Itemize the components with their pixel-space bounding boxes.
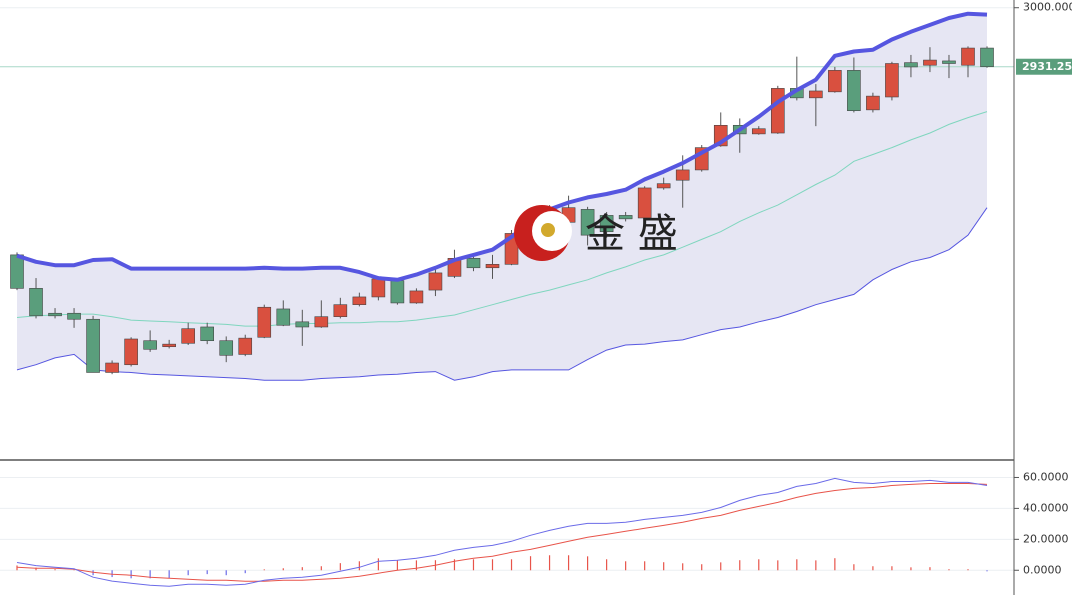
- candle-body: [314, 316, 329, 328]
- candle-body: [333, 304, 348, 317]
- candle-body: [637, 187, 652, 219]
- candle-body: [980, 47, 994, 68]
- candle-body: [675, 169, 690, 181]
- candle-body: [866, 95, 880, 111]
- candle-body: [257, 306, 272, 338]
- dif-line: [16, 477, 988, 587]
- candle-body: [885, 63, 899, 98]
- candle-body: [428, 272, 443, 291]
- y-tick-label: 40.0000: [1023, 501, 1069, 514]
- candle-body: [295, 321, 310, 328]
- candle-body: [162, 343, 176, 348]
- candle-body: [143, 340, 157, 350]
- dea-line: [16, 483, 988, 582]
- candle-body: [466, 258, 481, 269]
- candle-body: [390, 280, 405, 304]
- candle-body: [105, 362, 119, 373]
- middle-band: [16, 111, 988, 327]
- candle-body: [618, 215, 633, 220]
- band-fill: [17, 13, 987, 381]
- candle-body: [181, 328, 195, 344]
- watermark: 金 盛: [585, 211, 678, 257]
- upper-band: [16, 11, 988, 282]
- candle-body: [371, 278, 386, 298]
- y-tick-label: 60.0000: [1023, 470, 1069, 483]
- candle-body: [847, 70, 861, 112]
- candle-body: [29, 288, 43, 317]
- y-tick-label: 20.0000: [1023, 532, 1069, 545]
- lower-band: [16, 207, 988, 381]
- candle-body: [485, 264, 500, 269]
- candle-body: [352, 296, 367, 305]
- candle-body: [751, 128, 766, 135]
- candle-body: [219, 340, 234, 356]
- candle-body: [599, 215, 614, 233]
- candle-body: [10, 254, 24, 289]
- candle-body: [86, 318, 100, 373]
- candle-body: [580, 209, 595, 236]
- candle-body: [124, 338, 138, 366]
- candle-body: [961, 47, 975, 66]
- candle-body: [238, 337, 253, 355]
- candle-body: [409, 290, 424, 304]
- logo-dot: [541, 223, 555, 237]
- y-tick-label: 3000.0000: [1023, 1, 1072, 14]
- y-tick-label: 0.0000: [1023, 563, 1062, 576]
- candle-body: [923, 59, 937, 66]
- price-label-box: [1016, 58, 1072, 75]
- candle-body: [48, 312, 62, 317]
- candle-body: [656, 183, 671, 189]
- candle-body: [828, 70, 842, 93]
- candle-body: [276, 308, 291, 326]
- logo: [514, 205, 572, 261]
- price-label: 2931.2500: [1022, 60, 1072, 73]
- candle-body: [904, 62, 918, 68]
- candle-body: [67, 312, 81, 320]
- candle-body: [770, 88, 785, 134]
- candle-body: [809, 90, 823, 99]
- candle-body: [200, 326, 214, 342]
- candle-body: [942, 60, 956, 64]
